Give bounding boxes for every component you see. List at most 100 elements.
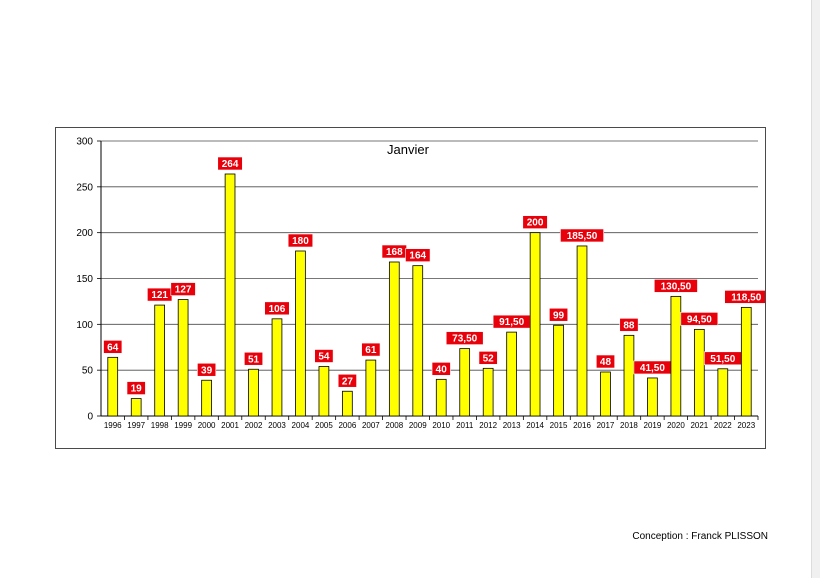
bar [623, 334, 635, 417]
bar [318, 366, 330, 417]
data-label: 52 [483, 353, 495, 364]
data-label: 99 [553, 310, 565, 321]
bar [107, 356, 119, 417]
x-tick-label: 2007 [362, 421, 380, 430]
data-label-box [337, 373, 357, 388]
data-label: 39 [201, 365, 213, 376]
data-label-box [197, 362, 217, 377]
bar-chart: Janvier 0 50 100 150 200 250 300 1996 64 1997 19 19… [76, 137, 765, 430]
bar [154, 304, 165, 417]
bar [435, 378, 447, 417]
y-tick-label: 250 [76, 182, 93, 193]
data-label: 180 [292, 236, 309, 247]
bar [130, 398, 142, 417]
data-label: 48 [600, 357, 612, 368]
data-label-box [478, 351, 498, 365]
y-tick-label: 200 [76, 228, 93, 239]
data-label-box [405, 248, 431, 262]
data-label-box [217, 156, 243, 171]
credit-text: Conception : Franck PLISSON [632, 531, 768, 542]
bar [647, 377, 658, 417]
data-label-box [103, 340, 123, 354]
data-label-box [170, 282, 196, 296]
data-label: 264 [222, 159, 239, 170]
bar [506, 331, 517, 417]
x-tick-label: 1999 [174, 421, 192, 430]
x-tick-label: 2012 [479, 421, 497, 430]
data-label: 19 [131, 384, 143, 395]
data-label: 200 [527, 218, 544, 229]
y-tick-label: 50 [82, 366, 94, 377]
x-tick-label: 2017 [597, 421, 615, 430]
bar [201, 379, 212, 417]
bar [342, 390, 353, 417]
x-tick-label: 2000 [198, 421, 216, 430]
data-label: 106 [269, 304, 286, 315]
x-tick-label: 2009 [409, 421, 427, 430]
bar [365, 359, 377, 417]
x-tick-label: 2018 [620, 421, 638, 430]
data-label-box [653, 279, 698, 293]
data-label: 73,50 [452, 334, 477, 345]
x-tick-label: 1998 [151, 421, 169, 430]
bar [224, 173, 236, 417]
bar [576, 245, 588, 417]
data-label: 51 [248, 354, 260, 365]
bar [412, 265, 424, 417]
data-label: 41,50 [640, 363, 665, 374]
x-tick-label: 2001 [221, 421, 239, 430]
bar [459, 348, 471, 417]
bar [740, 306, 752, 417]
bar [248, 368, 259, 417]
bar [694, 328, 705, 417]
x-tick-label: 2022 [714, 421, 732, 430]
bar [553, 324, 564, 417]
bar [600, 371, 611, 417]
data-label-box [595, 354, 615, 369]
x-tick-label: 2008 [385, 421, 403, 430]
x-tick-label: 2006 [338, 421, 356, 430]
y-tick-label: 150 [76, 274, 93, 285]
scrollbar[interactable] [811, 0, 820, 578]
bar [271, 318, 283, 417]
bar [482, 367, 494, 417]
data-label: 88 [623, 320, 635, 331]
x-tick-label: 2004 [292, 421, 310, 430]
data-label: 121 [151, 290, 168, 301]
data-label: 185,50 [567, 231, 598, 242]
x-tick-label: 2003 [268, 421, 286, 430]
data-label-box [361, 342, 381, 357]
bar [529, 232, 541, 417]
y-tick-label: 100 [76, 320, 93, 331]
x-tick-label: 2016 [573, 421, 591, 430]
data-label: 54 [318, 352, 330, 363]
bar [388, 261, 400, 417]
data-label: 40 [436, 364, 448, 375]
data-label: 127 [175, 285, 192, 296]
y-tick-label: 0 [87, 412, 93, 423]
data-label-box [445, 331, 484, 345]
x-tick-label: 2014 [526, 421, 544, 430]
x-tick-label: 1996 [104, 421, 122, 430]
data-label: 51,50 [710, 354, 735, 365]
x-tick-label: 2020 [667, 421, 685, 430]
data-label-box [560, 228, 604, 243]
data-label-box [680, 312, 719, 326]
data-label-box [126, 381, 146, 395]
x-tick-label: 2015 [550, 421, 568, 430]
chart-frame: Janvier 0 50 100 150 200 250 300 1996 64 1997 19 19… [55, 127, 766, 449]
data-label-box [314, 349, 334, 363]
data-label: 61 [365, 345, 377, 356]
y-tick-label: 300 [76, 137, 93, 148]
data-label: 164 [409, 251, 426, 262]
x-tick-label: 2011 [456, 421, 474, 430]
data-label-box [522, 215, 548, 229]
x-tick-label: 2021 [690, 421, 708, 430]
data-label: 118,50 [731, 292, 761, 303]
bar [670, 295, 682, 417]
x-tick-label: 2002 [245, 421, 263, 430]
data-label-box [287, 233, 314, 248]
data-label: 64 [107, 342, 119, 353]
x-tick-label: 2010 [432, 421, 450, 430]
bar [717, 368, 729, 417]
